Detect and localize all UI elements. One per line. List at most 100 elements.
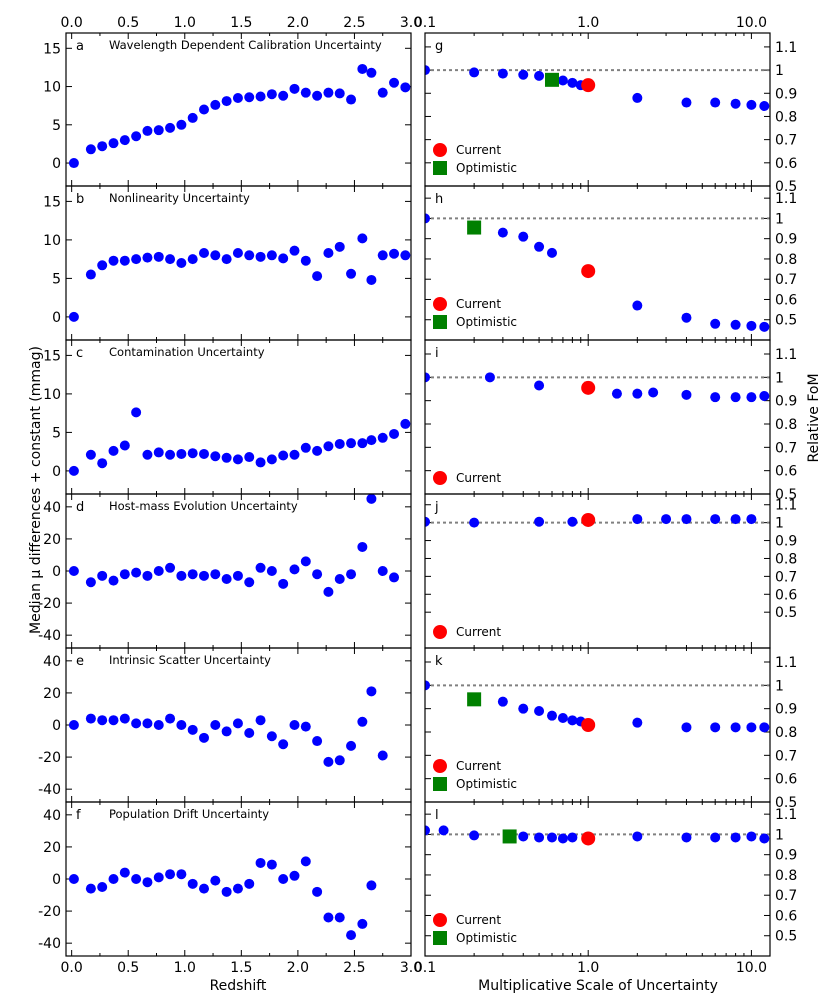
data-point: [97, 458, 108, 469]
data-point: [187, 569, 198, 580]
data-point: [289, 564, 300, 575]
optimistic-marker: [467, 692, 482, 707]
data-point: [300, 721, 311, 732]
data-point: [611, 388, 622, 399]
panel-letter: e: [76, 654, 84, 669]
data-point: [357, 63, 368, 74]
y-tick-label: 0.8: [775, 252, 797, 268]
data-point: [199, 732, 209, 743]
y-tick-label: 0.8: [775, 417, 797, 433]
data-point: [366, 494, 377, 504]
data-point: [632, 388, 643, 399]
y-tick-label: 0.5: [775, 179, 797, 195]
y-tick-label: 1.1: [775, 807, 797, 823]
data-point: [661, 514, 672, 525]
data-point: [199, 448, 209, 459]
panel-j: 0.5 0.6 0.7 0.80.9 1 1.1 Current j: [424, 493, 797, 649]
data-point: [425, 825, 430, 836]
data-point: [97, 570, 108, 581]
data-point: [210, 569, 221, 580]
data-point: [165, 122, 176, 133]
data-point: [165, 449, 176, 460]
y-tick-label: 0.5: [775, 313, 797, 329]
data-point: [142, 877, 153, 888]
panel-i: 0.5 0.6 0.7 0.8 0.9 1 1.1 Current i: [424, 339, 797, 503]
panel-c: 0 5 10 15 c Contamination Uncertainty: [43, 339, 412, 495]
data-point: [68, 465, 79, 476]
optimistic-marker: [467, 220, 482, 235]
data-point: [153, 566, 164, 576]
data-point: [534, 706, 545, 716]
data-point: [68, 720, 79, 730]
data-point: [534, 241, 545, 252]
data-point: [68, 566, 79, 576]
data-point: [346, 740, 357, 751]
data-point: [85, 883, 96, 894]
data-point: [153, 251, 164, 262]
x-tick-label: 1.0: [577, 960, 599, 976]
data-point: [119, 713, 130, 724]
panel-letter: b: [76, 192, 84, 207]
right-x-axis-title: Multiplicative Scale of Uncertainty: [478, 978, 718, 994]
data-point: [710, 832, 721, 843]
data-point: [85, 449, 96, 460]
data-point: [497, 227, 508, 238]
data-point: [389, 77, 400, 88]
data-point: [334, 88, 345, 99]
panel-title: Host-mass Evolution Uncertainty: [109, 499, 298, 513]
data-point: [278, 90, 289, 101]
data-point: [300, 255, 311, 266]
panel-a: 0 5 10 150.0 0.5 1.0 1.5 2.0 2.5 3.0 a Wavelength D…: [43, 15, 422, 187]
y-tick-label: -20: [38, 904, 61, 920]
x-tick-label: 0.0: [61, 960, 83, 976]
data-point: [425, 65, 430, 76]
data-point: [187, 112, 198, 123]
y-tick-label: 0.8: [775, 868, 797, 884]
data-point: [557, 713, 568, 723]
data-point: [131, 874, 142, 884]
x-tick-label-top: 10.0: [736, 15, 767, 31]
data-point: [278, 253, 289, 264]
data-point: [119, 440, 130, 451]
data-point: [366, 686, 377, 697]
y-tick-label: 20: [43, 686, 61, 702]
panel-letter: f: [76, 808, 81, 823]
data-point: [497, 696, 508, 707]
data-point: [255, 457, 266, 468]
x-tick-label-top: 2.5: [343, 15, 365, 31]
data-point: [300, 556, 311, 567]
data-point: [210, 250, 221, 261]
data-point: [300, 442, 311, 453]
data-point: [518, 703, 529, 714]
data-point: [255, 715, 266, 726]
data-point: [278, 450, 289, 461]
data-point: [221, 96, 232, 107]
data-point: [334, 912, 345, 923]
x-tick-label: 0.5: [117, 960, 139, 976]
data-point: [357, 233, 368, 244]
data-point: [108, 138, 119, 149]
y-tick-label: 5: [52, 271, 61, 287]
data-point: [377, 432, 388, 443]
data-point: [518, 231, 529, 242]
y-tick-label: 10: [43, 387, 61, 403]
panel-title: Intrinsic Scatter Uncertainty: [109, 653, 271, 667]
y-tick-label: 0: [52, 156, 61, 172]
legend-current-label: Current: [456, 143, 501, 157]
data-point: [346, 930, 357, 941]
data-point: [255, 251, 266, 262]
legend-optimistic-marker: [433, 931, 447, 945]
panel-frame: [65, 32, 412, 187]
data-point: [289, 870, 300, 881]
y-tick-label: 20: [43, 532, 61, 548]
y-tick-label: 0: [52, 564, 61, 580]
data-point: [323, 756, 334, 767]
data-point: [221, 726, 232, 737]
data-point: [165, 562, 176, 573]
data-point: [334, 438, 345, 449]
y-tick-label: 0.9: [775, 848, 797, 864]
y-tick-label: 0.5: [775, 795, 797, 811]
data-point: [357, 716, 368, 727]
data-point: [187, 254, 198, 265]
data-point: [334, 755, 345, 766]
